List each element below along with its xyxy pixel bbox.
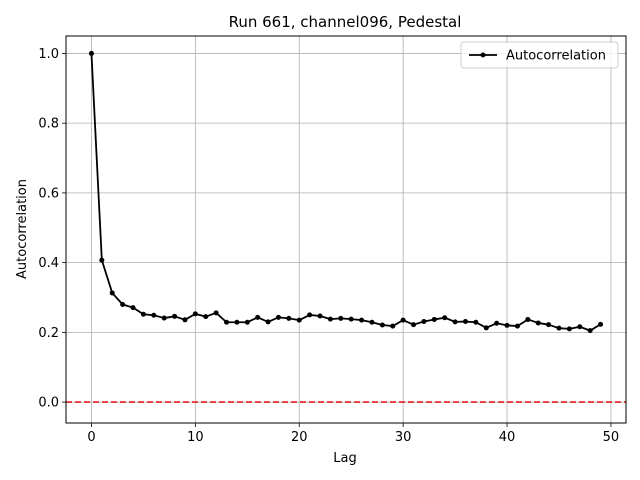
data-point [411, 322, 417, 328]
data-point [431, 316, 437, 322]
data-point [338, 315, 344, 321]
chart-title: Run 661, channel096, Pedestal [229, 13, 462, 31]
data-point [535, 320, 541, 326]
y-tick-label: 0.6 [38, 186, 59, 201]
x-tick-label: 20 [291, 430, 308, 445]
x-axis-label: Lag [333, 451, 356, 466]
data-point [255, 314, 261, 320]
data-point [317, 313, 323, 319]
x-tick-label: 10 [187, 430, 204, 445]
y-axis-label: Autocorrelation [15, 179, 30, 279]
data-point [587, 328, 593, 334]
data-point [151, 312, 157, 318]
data-point [88, 50, 94, 56]
legend: Autocorrelation [460, 41, 619, 69]
data-point [234, 319, 240, 325]
y-tick-label: 0.8 [38, 117, 59, 132]
data-point [577, 324, 583, 330]
data-point [130, 305, 136, 311]
legend-marker-swatch [480, 52, 486, 58]
data-point [483, 325, 489, 331]
data-point [504, 322, 510, 328]
plot-frame [65, 35, 627, 424]
data-point [452, 319, 458, 325]
data-point [379, 322, 385, 328]
x-axis-ticks: 0 10 20 30 40 50 [87, 423, 619, 445]
data-point [244, 319, 250, 325]
data-point [172, 313, 178, 319]
data-point [400, 317, 406, 323]
data-point [307, 312, 313, 318]
data-point [120, 301, 126, 307]
data-point [598, 321, 604, 327]
data-point [546, 322, 552, 328]
data-point [525, 316, 531, 322]
data-point [203, 314, 209, 320]
legend-box [460, 41, 619, 69]
data-point [442, 315, 448, 321]
data-point [473, 319, 479, 325]
data-point [348, 316, 354, 322]
data-point [556, 325, 562, 331]
data-point [182, 317, 188, 323]
data-point [421, 319, 427, 325]
data-point [514, 323, 520, 329]
y-axis-ticks: 0.0 0.2 0.4 0.6 0.8 1.0 [38, 47, 66, 411]
data-point [327, 316, 333, 322]
data-point [566, 326, 572, 332]
data-point [462, 319, 468, 325]
x-tick-label: 30 [395, 430, 412, 445]
data-point [286, 315, 292, 321]
data-point [296, 317, 302, 323]
data-point [140, 311, 146, 317]
y-tick-label: 0.2 [38, 326, 59, 341]
series-autocorrelation [88, 50, 604, 334]
x-tick-label: 40 [499, 430, 516, 445]
data-point [213, 310, 219, 316]
data-point [359, 317, 365, 323]
data-point [224, 319, 230, 325]
data-point [161, 315, 167, 321]
x-tick-label: 0 [87, 430, 95, 445]
y-tick-label: 1.0 [38, 47, 59, 62]
y-tick-label: 0.4 [38, 256, 59, 271]
data-point [390, 323, 396, 329]
legend-label-autocorrelation: Autocorrelation [506, 49, 606, 64]
data-point [275, 314, 281, 320]
data-point [369, 319, 375, 325]
x-tick-label: 50 [603, 430, 620, 445]
data-point [192, 311, 198, 317]
data-point [109, 290, 115, 296]
data-point [99, 257, 105, 263]
y-tick-label: 0.0 [38, 396, 59, 411]
data-point [265, 319, 271, 325]
data-point [494, 320, 500, 326]
